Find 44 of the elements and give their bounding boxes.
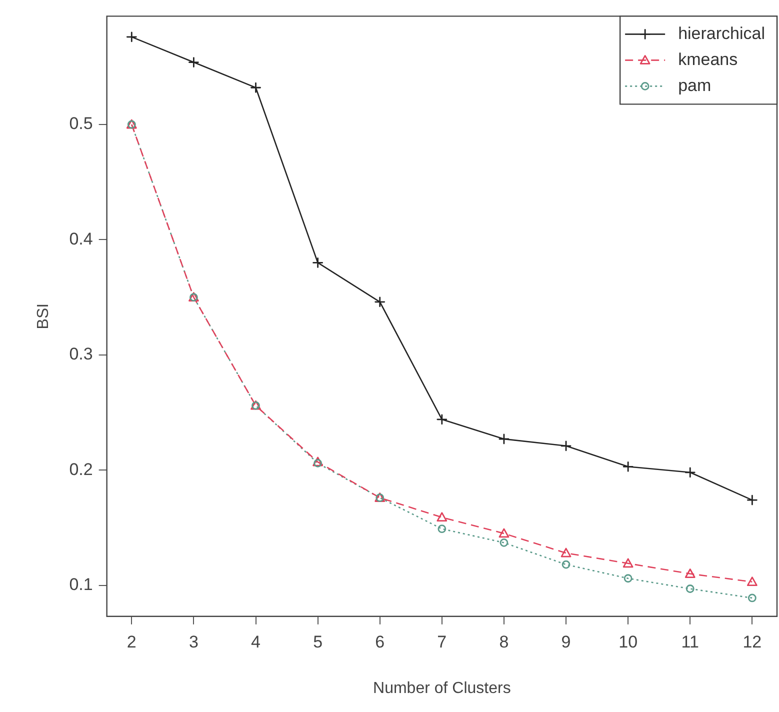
point [624, 574, 632, 583]
point [622, 558, 634, 568]
y-tick-label: 0.2 [69, 460, 93, 479]
y-tick-label: 0.5 [69, 114, 93, 134]
point [374, 296, 386, 308]
x-tick-label: 7 [437, 632, 447, 652]
y-tick-label: 0.3 [69, 344, 93, 364]
x-axis-title: Number of Clusters [373, 680, 511, 697]
point [684, 467, 696, 478]
point [498, 434, 510, 444]
x-tick-label: 4 [251, 632, 260, 652]
point [684, 568, 696, 578]
x-tick-label: 11 [681, 632, 699, 652]
x-tick-label: 12 [742, 632, 762, 652]
x-tick-label: 6 [375, 632, 385, 652]
point [188, 57, 199, 68]
x-tick-label: 8 [499, 632, 509, 652]
x-tick-label: 10 [618, 632, 638, 652]
point [560, 548, 572, 558]
point [438, 524, 446, 534]
x-tick-label: 9 [561, 632, 571, 652]
point [436, 414, 448, 425]
point [436, 512, 448, 522]
point [562, 560, 570, 569]
y-tick-label: 0.1 [69, 574, 93, 594]
legend-label: kmeans [678, 50, 738, 69]
point [622, 461, 634, 472]
x-tick-label: 2 [126, 632, 136, 652]
x-tick-label: 5 [313, 632, 323, 652]
point [498, 528, 510, 538]
point [686, 584, 694, 593]
point [126, 32, 137, 42]
x-tick-label: 3 [188, 632, 198, 652]
legend-label: hierarchical [678, 24, 766, 43]
point [746, 494, 758, 506]
point [500, 538, 508, 547]
point [250, 82, 261, 93]
legend-label: pam [678, 76, 712, 95]
point [746, 576, 758, 586]
point [560, 440, 572, 452]
point [748, 594, 756, 602]
y-tick-label: 0.4 [69, 229, 93, 248]
y-axis-title: BSI [35, 303, 52, 330]
point [312, 258, 324, 268]
